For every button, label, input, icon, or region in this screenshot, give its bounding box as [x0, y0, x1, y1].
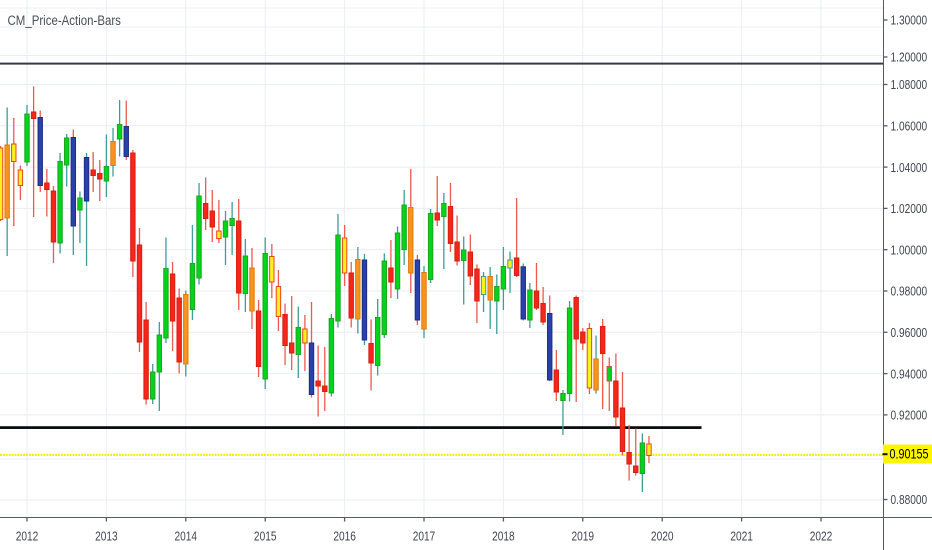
svg-text:2016: 2016: [333, 529, 356, 543]
svg-text:1.04000: 1.04000: [891, 161, 928, 175]
svg-text:0.96000: 0.96000: [891, 326, 928, 340]
svg-text:0.88000: 0.88000: [891, 493, 928, 507]
svg-text:1.00000: 1.00000: [891, 243, 928, 257]
svg-text:1.30000: 1.30000: [891, 14, 928, 28]
svg-text:2017: 2017: [413, 529, 436, 543]
svg-text:1.02000: 1.02000: [891, 202, 928, 216]
svg-text:2013: 2013: [95, 529, 118, 543]
svg-text:2019: 2019: [572, 529, 595, 543]
svg-text:1.20000: 1.20000: [891, 51, 928, 65]
svg-text:0.90155: 0.90155: [890, 447, 929, 462]
svg-text:2015: 2015: [254, 529, 277, 543]
svg-text:2021: 2021: [730, 529, 753, 543]
svg-text:1.08000: 1.08000: [891, 78, 928, 92]
svg-text:2018: 2018: [492, 529, 515, 543]
svg-text:2012: 2012: [16, 529, 39, 543]
svg-text:2020: 2020: [651, 529, 674, 543]
svg-text:1.06000: 1.06000: [891, 119, 928, 133]
svg-text:2014: 2014: [175, 529, 198, 543]
svg-text:CM_Price-Action-Bars: CM_Price-Action-Bars: [8, 13, 121, 28]
svg-text:0.94000: 0.94000: [891, 367, 928, 381]
svg-text:0.92000: 0.92000: [891, 408, 928, 422]
svg-text:0.98000: 0.98000: [891, 285, 928, 299]
svg-text:2022: 2022: [810, 529, 833, 543]
